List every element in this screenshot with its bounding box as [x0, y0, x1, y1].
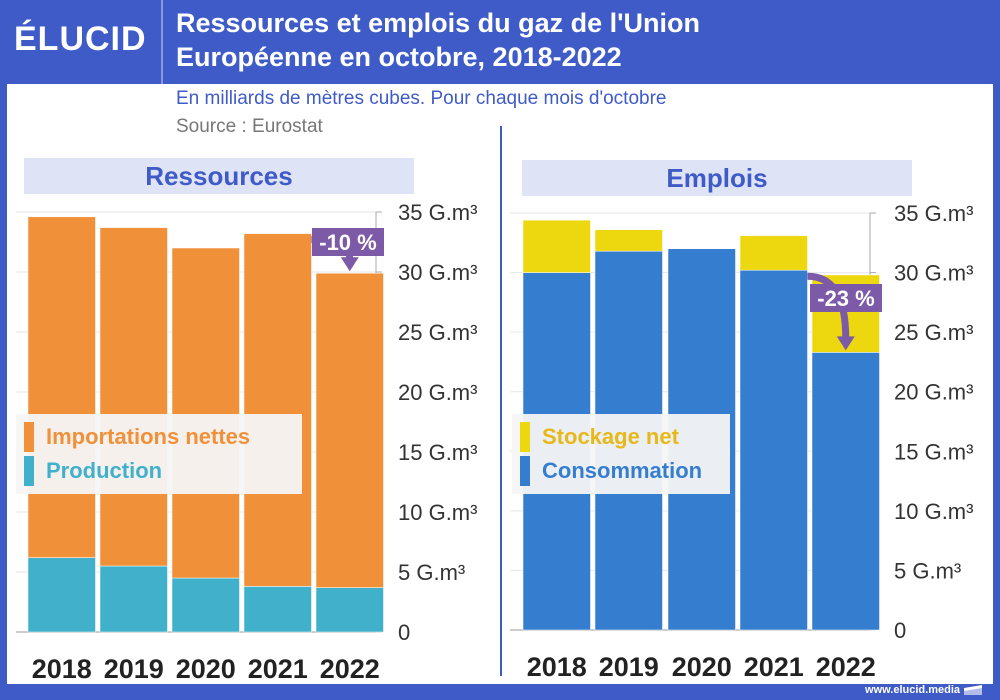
subtitle: En milliards de mètres cubes. Pour chaqu… — [176, 88, 667, 109]
x-tick-label: 2020 — [672, 652, 732, 682]
bar-production-2020 — [171, 577, 240, 633]
legend-swatch-stockage — [520, 422, 530, 452]
title-line-2: Européenne en octobre, 2018-2022 — [176, 42, 622, 72]
legend-item-consommation: Consommation — [520, 454, 722, 488]
legend-swatch-consommation — [520, 456, 530, 486]
bar-importations-nettes-2019 — [99, 227, 168, 567]
x-tick-label: 2019 — [599, 652, 659, 682]
y-tick-label: 20 G.m³ — [398, 380, 477, 405]
section-header-emplois: Emplois — [522, 160, 912, 196]
y-tick-label: 35 G.m³ — [894, 201, 973, 226]
x-tick-label: 2022 — [320, 654, 380, 684]
bar-importations-nettes-2022 — [315, 272, 384, 588]
y-tick-label: 5 G.m³ — [398, 560, 465, 585]
y-tick-label: 10 G.m³ — [894, 499, 973, 524]
header: ÉLUCID Ressources et emplois du gaz de l… — [0, 0, 1000, 84]
x-tick-label: 2021 — [744, 652, 804, 682]
legend-label-production: Production — [46, 458, 163, 483]
y-tick-label: 5 G.m³ — [894, 558, 961, 583]
y-tick-label: 10 G.m³ — [398, 500, 477, 525]
annotation-label: -10 % — [319, 230, 376, 255]
annotation-badge — [312, 228, 384, 256]
source-note: Source : Eurostat — [176, 116, 323, 137]
panel-divider — [500, 126, 502, 676]
y-tick-label: 15 G.m³ — [894, 439, 973, 464]
y-tick-label: 20 G.m³ — [894, 380, 973, 405]
bar-production-2022 — [315, 587, 384, 633]
bar-stockage-net-2021 — [739, 235, 808, 271]
legend-label-stockage: Stockage net — [542, 424, 679, 449]
bar-production-2021 — [243, 586, 312, 633]
legend-label-importations: Importations nettes — [46, 424, 251, 449]
annotation-arrowhead — [340, 257, 359, 272]
bar-production-2019 — [99, 565, 168, 633]
logo-divider — [161, 0, 163, 84]
x-tick-label: 2022 — [816, 652, 876, 682]
elucid-logo: ÉLUCID — [14, 20, 147, 58]
elucid-flag-icon — [964, 685, 982, 695]
bar-stockage-net-2019 — [594, 229, 663, 252]
x-tick-label: 2018 — [32, 654, 92, 684]
legend-emplois: Stockage net Consommation — [512, 414, 730, 494]
legend-swatch-importations — [24, 422, 34, 452]
legend-item-importations: Importations nettes — [24, 420, 294, 454]
x-tick-label: 2020 — [176, 654, 236, 684]
y-tick-label: 15 G.m³ — [398, 440, 477, 465]
footer-url[interactable]: www.elucid.media — [865, 684, 960, 696]
legend-swatch-production — [24, 456, 34, 486]
y-tick-label: 0 — [398, 620, 410, 645]
section-header-ressources: Ressources — [24, 158, 414, 194]
y-tick-label: 25 G.m³ — [398, 320, 477, 345]
bar-consommation-2021 — [739, 269, 808, 631]
legend-item-stockage: Stockage net — [520, 420, 722, 454]
y-tick-label: 30 G.m³ — [398, 260, 477, 285]
annotation-label: -23 % — [817, 286, 874, 311]
bar-importations-nettes-2021 — [243, 233, 312, 587]
y-tick-label: 25 G.m³ — [894, 320, 973, 345]
x-tick-label: 2018 — [527, 652, 587, 682]
annotation-arrowhead — [836, 336, 855, 351]
x-tick-label: 2019 — [104, 654, 164, 684]
legend-ressources: Importations nettes Production — [16, 414, 302, 494]
chart-title: Ressources et emplois du gaz de l'Union … — [176, 6, 976, 74]
y-tick-label: 30 G.m³ — [894, 261, 973, 286]
bar-importations-nettes-2020 — [171, 247, 240, 579]
bar-consommation-2022 — [811, 352, 880, 631]
bar-importations-nettes-2018 — [27, 216, 96, 558]
bar-stockage-net-2018 — [522, 219, 591, 273]
title-line-1: Ressources et emplois du gaz de l'Union — [176, 8, 701, 38]
y-tick-label: 0 — [894, 618, 906, 643]
bar-production-2018 — [27, 557, 96, 633]
legend-label-consommation: Consommation — [542, 458, 703, 483]
annotation-badge — [810, 284, 882, 312]
x-tick-label: 2021 — [248, 654, 308, 684]
y-tick-label: 35 G.m³ — [398, 200, 477, 225]
legend-item-production: Production — [24, 454, 294, 488]
